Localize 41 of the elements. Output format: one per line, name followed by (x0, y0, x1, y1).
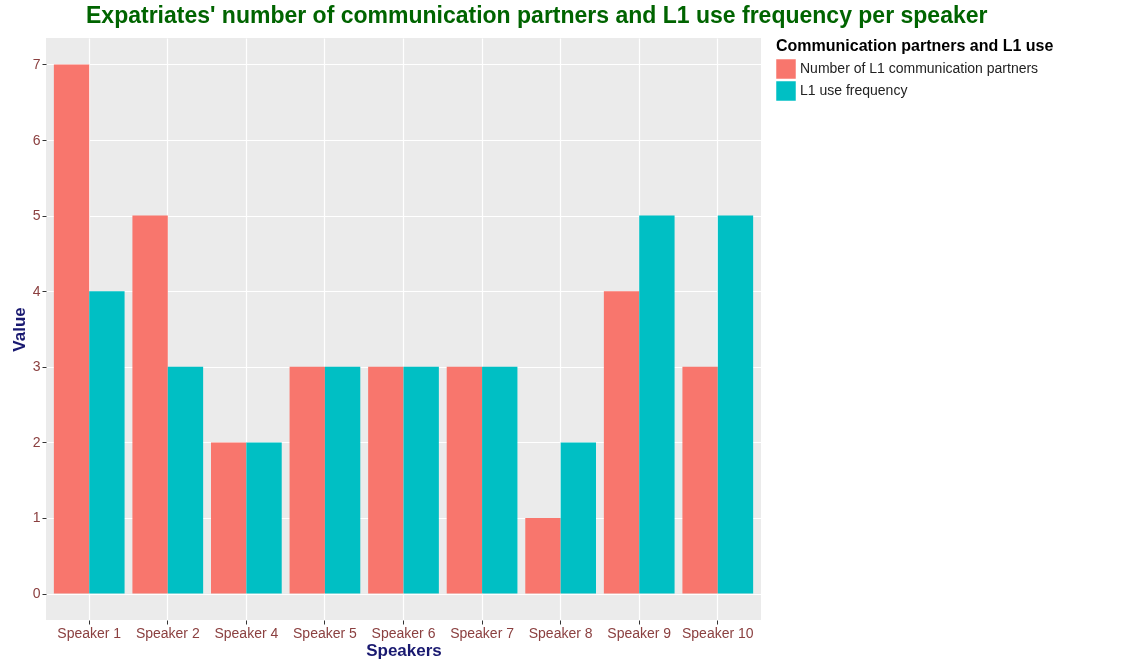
x-tick-label: Speaker 2 (135, 624, 200, 641)
bar (324, 366, 361, 594)
y-tick-label: 7 (32, 55, 41, 72)
x-tick-label: Speaker 8 (528, 624, 593, 641)
bar (89, 291, 125, 594)
x-tick-label: Speaker 5 (293, 624, 358, 641)
legend-label: L1 use frequency (800, 82, 908, 98)
bar (211, 442, 247, 594)
y-tick-label: 6 (32, 131, 41, 148)
legend-label: Number of L1 communication partners (800, 60, 1039, 76)
bar (603, 291, 640, 594)
bar (482, 366, 518, 594)
bar (167, 366, 204, 594)
y-tick-label: 3 (32, 358, 41, 375)
bar (525, 517, 561, 594)
bar (289, 366, 325, 594)
x-axis-title: Speakers (366, 640, 442, 660)
y-axis-title: Value (9, 307, 29, 352)
bar (53, 64, 90, 594)
bar (246, 442, 282, 594)
y-tick-label: 5 (32, 207, 41, 224)
bar (403, 366, 439, 594)
bar (682, 366, 718, 594)
legend-title: Communication partners and L1 use (776, 37, 1054, 54)
y-tick-label: 1 (32, 509, 41, 526)
x-tick-label: Speaker 1 (57, 624, 122, 641)
x-tick-label: Speaker 6 (371, 624, 436, 641)
y-tick-label: 0 (32, 585, 41, 602)
bar (368, 366, 404, 594)
x-tick-label: Speaker 10 (681, 624, 754, 641)
bar (132, 215, 168, 594)
bar (717, 215, 754, 594)
bar (446, 366, 483, 594)
bar (639, 215, 675, 594)
y-tick-label: 2 (32, 433, 41, 450)
x-tick-label: Speaker 7 (450, 624, 515, 641)
x-tick-label: Speaker 9 (607, 624, 672, 641)
y-tick-label: 4 (32, 282, 41, 299)
bar (560, 442, 596, 594)
x-tick-label: Speaker 4 (214, 624, 279, 641)
chart-title: Expatriates' number of communication partners and L1 use frequency per speaker (86, 2, 988, 28)
